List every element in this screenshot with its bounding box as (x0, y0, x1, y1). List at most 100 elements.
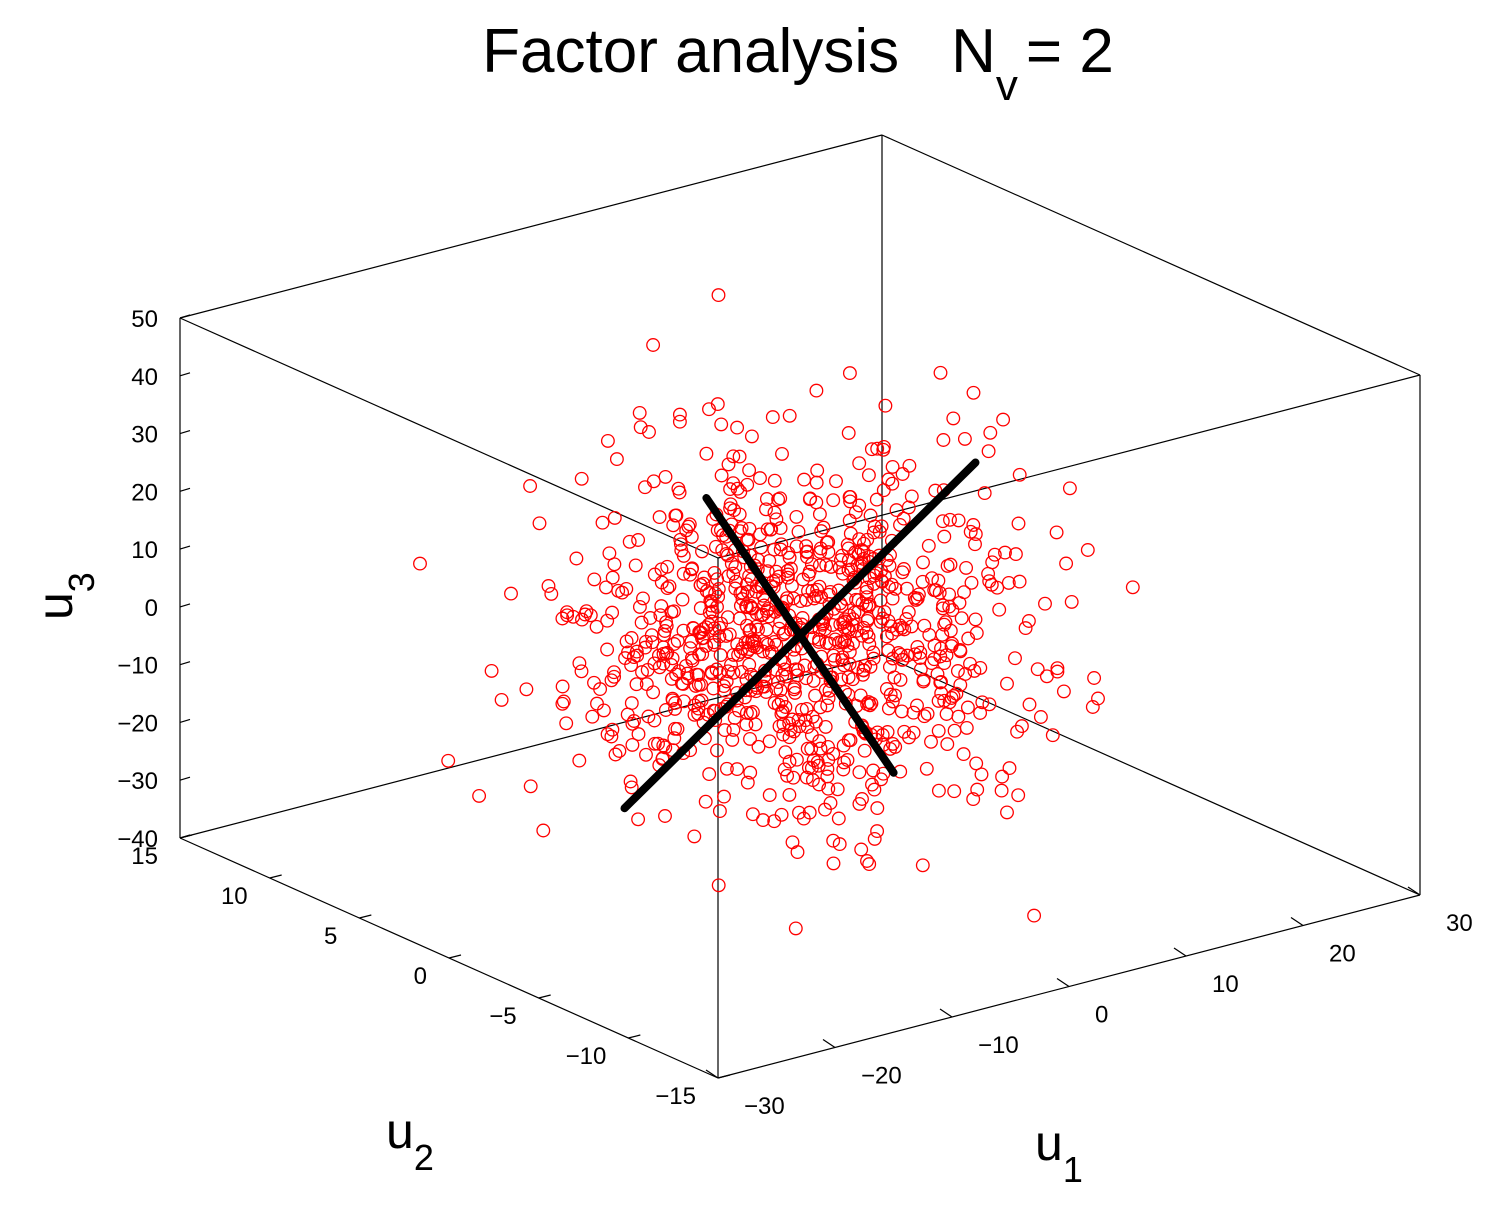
data-point (1011, 788, 1026, 803)
data-point (841, 426, 856, 440)
data-point (687, 698, 702, 713)
data-point (807, 591, 822, 606)
data-point (1050, 664, 1065, 679)
data-point (717, 789, 731, 804)
data-point (732, 449, 747, 464)
data-point (782, 730, 797, 745)
y-tick-label: −15 (655, 1083, 696, 1110)
y-tick (448, 954, 462, 959)
data-point (587, 572, 602, 587)
data-point (840, 537, 855, 552)
y-tick-label: 0 (414, 963, 427, 990)
data-point (639, 747, 653, 762)
data-point (721, 664, 736, 679)
data-point (683, 567, 698, 582)
data-point (876, 483, 891, 498)
data-point (607, 557, 622, 572)
data-point (532, 516, 547, 531)
data-point (725, 732, 740, 747)
data-point (859, 580, 874, 595)
data-point (823, 796, 838, 810)
data-point (885, 736, 900, 751)
data-point (859, 584, 874, 599)
data-point (704, 665, 719, 680)
data-point (947, 723, 962, 738)
data-point (837, 755, 851, 770)
data-point (931, 783, 946, 798)
z-tick-label: 40 (131, 364, 158, 391)
data-point (730, 481, 745, 496)
x-tick-label: 0 (1095, 1002, 1108, 1029)
z-tick-label: 50 (131, 306, 158, 333)
data-point (832, 837, 847, 852)
data-point (654, 599, 669, 614)
box-edge (881, 134, 1421, 376)
data-point (973, 706, 988, 720)
data-point (906, 705, 921, 720)
data-point (788, 662, 803, 677)
data-point (952, 595, 967, 610)
data-point (1018, 621, 1033, 636)
data-point (707, 565, 722, 580)
data-point (632, 405, 647, 420)
data-point (820, 769, 835, 784)
data-point (969, 626, 984, 640)
z-axis-label-sub: 3 (61, 572, 102, 592)
data-point (684, 562, 699, 577)
data-point (784, 578, 799, 593)
data-point (852, 532, 867, 547)
data-point (946, 411, 961, 426)
data-point (1091, 691, 1105, 706)
data-point (609, 452, 624, 467)
data-point (634, 615, 649, 630)
z-tick (179, 372, 191, 377)
data-point (702, 402, 716, 417)
data-point (968, 537, 982, 552)
data-point (605, 605, 620, 620)
data-point (852, 765, 867, 780)
data-point (1087, 671, 1102, 685)
data-point (896, 511, 911, 526)
data-point (732, 703, 746, 718)
data-point (945, 603, 960, 618)
data-point (899, 581, 914, 596)
data-point (706, 681, 721, 696)
data-point (1000, 805, 1014, 820)
data-point (575, 612, 589, 627)
data-points (413, 288, 1140, 936)
data-point (826, 746, 841, 761)
data-point (632, 599, 647, 614)
data-point (842, 366, 857, 381)
data-point (975, 695, 990, 710)
data-point (985, 555, 1000, 570)
data-point (771, 675, 785, 690)
x-tick (1407, 886, 1421, 896)
data-point (812, 622, 827, 637)
data-point (910, 698, 924, 713)
data-point (739, 600, 754, 615)
data-point (639, 677, 654, 692)
data-point (555, 611, 570, 626)
data-point (812, 558, 827, 573)
data-point (855, 628, 869, 643)
data-point (722, 627, 737, 642)
data-point (981, 444, 996, 459)
data-point (940, 737, 955, 752)
data-point (665, 651, 680, 666)
data-point (915, 858, 930, 873)
data-point (566, 609, 581, 624)
y-tick-label: −5 (489, 1003, 516, 1030)
data-point (974, 767, 989, 782)
data-point (959, 560, 974, 575)
data-point (1064, 594, 1079, 609)
data-point (902, 730, 916, 745)
data-point (767, 814, 782, 829)
data-point (631, 812, 646, 827)
data-point (998, 545, 1012, 560)
data-point (739, 577, 754, 592)
x-axis-label-sub: 1 (1063, 1149, 1083, 1190)
data-point (846, 636, 860, 651)
data-point (765, 410, 780, 425)
data-point (809, 383, 824, 398)
